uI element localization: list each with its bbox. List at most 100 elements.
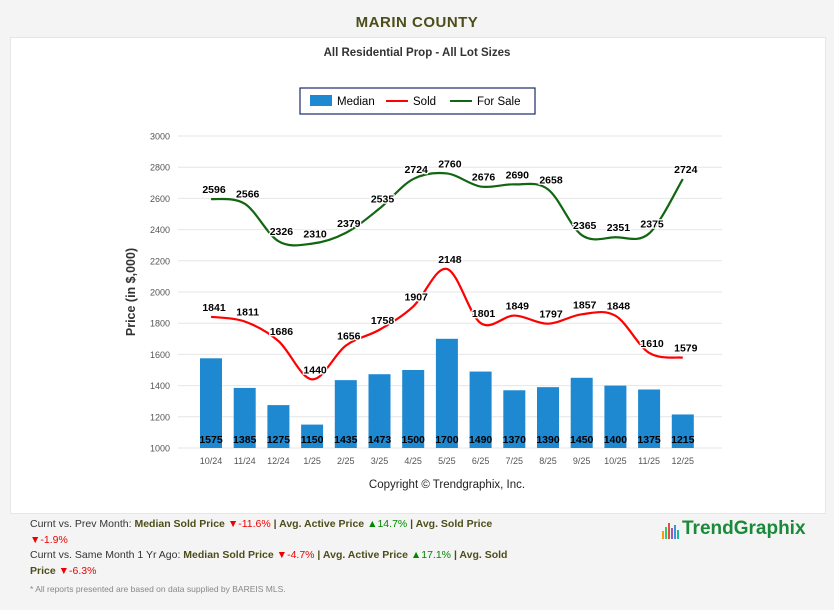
median-bar [301, 424, 324, 448]
up-arrow-icon: ▲ [367, 518, 378, 530]
for-sale-value-label: 2566 [236, 189, 260, 201]
median-bar [435, 338, 458, 448]
median-bar [638, 389, 661, 448]
comparison-summary: Curnt vs. Prev Month: Median Sold Price … [30, 517, 530, 579]
sold-label: Avg. Sold Price [415, 518, 493, 530]
for-sale-value-label: 2658 [539, 174, 563, 186]
sold-line [210, 267, 683, 381]
separator: | [407, 518, 416, 530]
x-tick-label: 6/25 [472, 456, 490, 466]
x-tick-label: 4/25 [404, 456, 422, 466]
x-tick-label: 11/25 [638, 456, 660, 466]
legend-swatch-median [310, 95, 332, 106]
up-arrow-icon: ▲ [410, 549, 422, 561]
prev-median-change: -11.6% [238, 518, 271, 530]
for-sale-value-label: 2676 [472, 172, 496, 184]
prev-active-change: 14.7% [377, 518, 408, 530]
trendgraphix-logo: TrendGraphix [662, 518, 806, 540]
page-title: MARIN COUNTY [355, 14, 479, 31]
year-active-change: 17.1% [421, 549, 452, 561]
sold-value-label: 1758 [371, 315, 395, 327]
year-median-change: -4.7% [287, 549, 315, 561]
x-tick-label: 12/24 [267, 456, 290, 466]
median-label: Median Sold Price [183, 549, 274, 561]
x-tick-label: 2/25 [337, 456, 355, 466]
median-bar [503, 390, 526, 448]
for-sale-value-label: 2375 [640, 219, 664, 231]
sold-value-label: 1656 [337, 331, 361, 343]
bar-value-label: 1490 [469, 434, 493, 446]
sold-label: Avg. Sold Price [30, 549, 508, 577]
sold-value-label: 1686 [270, 326, 294, 338]
sold-value-label: 1857 [573, 299, 597, 311]
sold-value-label: 1610 [640, 338, 664, 350]
y-tick-label: 2400 [150, 225, 170, 235]
y-tick-label: 1800 [150, 319, 170, 329]
x-tick-label: 10/24 [200, 456, 223, 466]
median-bar [368, 374, 391, 448]
sold-value-label: 1848 [607, 301, 631, 313]
median-bar [570, 377, 593, 448]
x-tick-label: 3/25 [371, 456, 389, 466]
sold-value-label: 1440 [303, 364, 327, 376]
bar-value-label: 1375 [637, 434, 661, 446]
logo-text: TrendGraphix [682, 518, 806, 539]
median-bar [402, 370, 425, 448]
x-tick-label: 7/25 [506, 456, 524, 466]
for-sale-value-label: 2724 [674, 164, 698, 176]
legend-label: Median [337, 96, 375, 108]
median-bar [267, 405, 290, 448]
legend-box [299, 87, 536, 115]
x-tick-label: 10/25 [604, 456, 627, 466]
for-sale-value-label: 2596 [202, 184, 226, 196]
y-tick-label: 1400 [150, 381, 170, 391]
for-sale-value-label: 2724 [405, 164, 429, 176]
copyright-text: Copyright © Trendgraphix, Inc. [369, 479, 525, 491]
active-label: Avg. Active Price [279, 518, 365, 530]
y-tick-label: 2200 [150, 256, 170, 266]
x-tick-label: 11/24 [234, 456, 256, 466]
y-tick-label: 2800 [150, 163, 170, 173]
data-source-note: * All reports presented are based on dat… [30, 584, 286, 594]
sold-value-label: 1907 [405, 292, 429, 304]
sold-value-label: 1849 [506, 301, 530, 313]
prev-sold-change: -1.9% [40, 533, 68, 546]
legend-label: Sold [413, 96, 436, 108]
for-sale-value-label: 2379 [337, 218, 361, 230]
median-bar [200, 358, 222, 448]
for-sale-value-label: 2690 [506, 169, 530, 181]
logo-bars-icon [662, 519, 679, 539]
median-bar [233, 387, 256, 448]
median-bar [469, 371, 492, 448]
down-arrow-icon: ▼ [58, 564, 70, 577]
y-tick-label: 1600 [150, 350, 170, 360]
sold-value-label: 1797 [539, 309, 563, 321]
bar-value-label: 1385 [233, 434, 257, 446]
x-tick-label: 9/25 [573, 456, 591, 466]
for-sale-value-label: 2351 [607, 222, 631, 234]
prev-month-label: Curnt vs. Prev Month: [30, 518, 135, 530]
median-bar [537, 387, 559, 448]
x-tick-label: 5/25 [438, 456, 456, 466]
median-bar [334, 380, 357, 448]
y-tick-label: 1200 [150, 412, 170, 422]
for-sale-value-label: 2326 [270, 226, 294, 238]
year-sold-change: -6.3% [69, 564, 97, 577]
down-arrow-icon: ▼ [276, 549, 288, 561]
bar-value-label: 1390 [536, 434, 560, 446]
bar-value-label: 1275 [267, 434, 291, 446]
y-tick-label: 1000 [150, 444, 170, 454]
bar-value-label: 1370 [503, 434, 527, 446]
y-axis-label: Price (in $,000) [124, 248, 138, 336]
median-label: Median Sold Price [134, 518, 225, 530]
bar-value-label: 1473 [368, 434, 392, 446]
x-tick-label: 1/25 [303, 456, 321, 466]
bar-value-label: 1575 [199, 434, 223, 446]
bar-value-label: 1400 [604, 434, 628, 446]
y-tick-label: 2600 [150, 194, 170, 204]
for-sale-line [210, 171, 684, 247]
down-arrow-icon: ▼ [30, 533, 41, 546]
separator: | [314, 549, 323, 561]
for-sale-value-label: 2365 [573, 220, 597, 232]
chart-subtitle: All Residential Prop - All Lot Sizes [324, 47, 511, 59]
